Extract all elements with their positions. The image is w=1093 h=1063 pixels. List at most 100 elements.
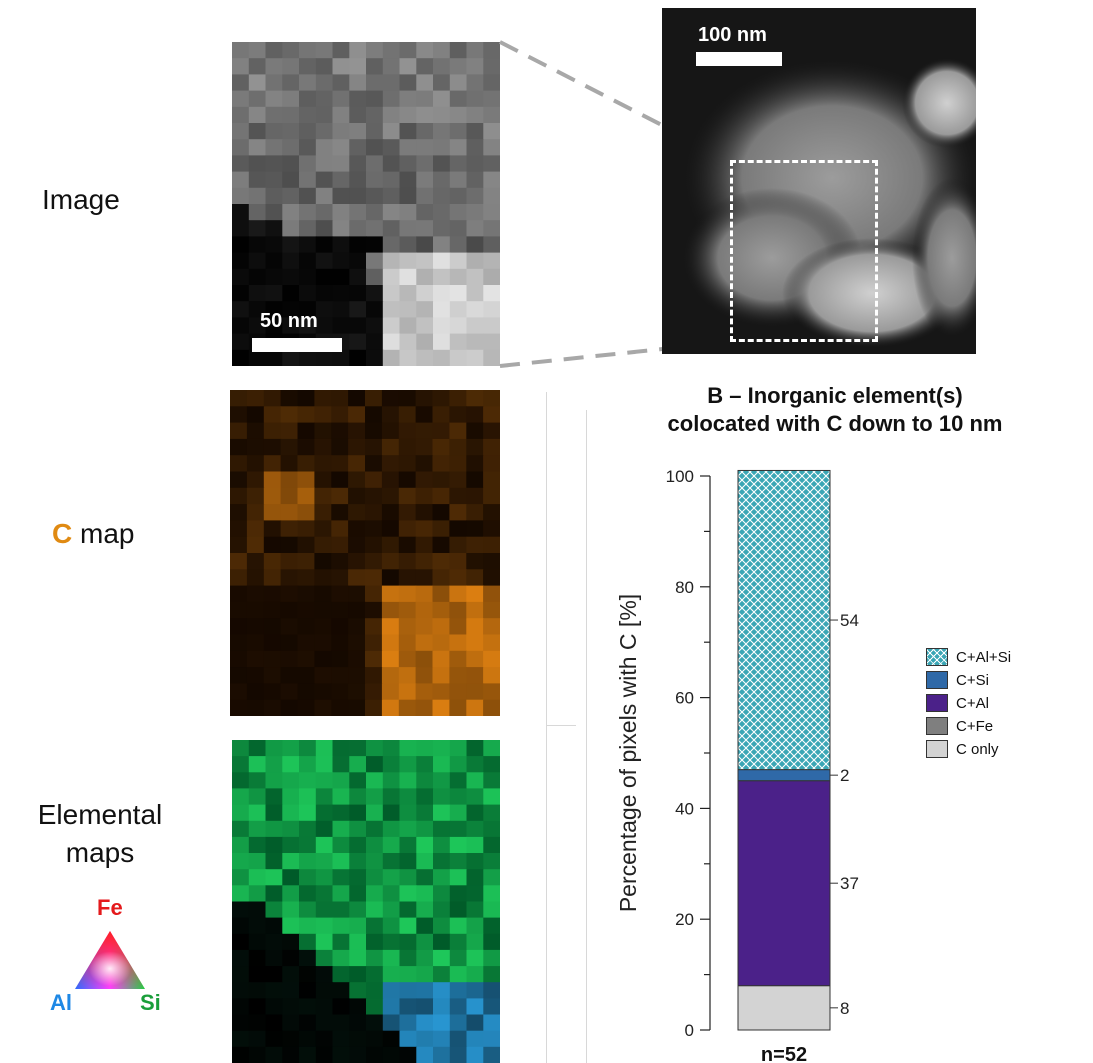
image-pixel — [399, 349, 417, 366]
elemental-map-pixel — [349, 836, 367, 854]
elemental-map-pixel — [315, 772, 334, 790]
image-pixel — [349, 252, 367, 270]
elemental-map-pixel — [449, 836, 468, 854]
c-map-pixel — [230, 699, 248, 716]
c-map-pixel — [230, 504, 248, 521]
c-map-pixel — [365, 634, 383, 652]
image-pixel — [449, 74, 468, 92]
c-map-pixel — [297, 520, 315, 538]
elemental-map-pixel — [483, 933, 500, 951]
image-pixel — [265, 171, 283, 189]
elemental-map-pixel — [315, 853, 334, 870]
image-pixel — [265, 187, 283, 205]
elemental-map-pixel — [349, 804, 367, 822]
c-map-pixel — [415, 683, 434, 701]
c-map-pixel — [381, 471, 400, 489]
elemental-map-pixel — [315, 998, 334, 1016]
elemental-map-pixel — [282, 949, 300, 967]
elemental-map-pixel — [416, 1014, 434, 1032]
elemental-map-pixel — [349, 756, 367, 773]
image-pixel — [399, 155, 417, 173]
image-pixel — [399, 252, 417, 270]
c-map-pixel — [331, 618, 349, 636]
image-pixel — [332, 317, 350, 335]
elemental-map-pixel — [299, 885, 317, 903]
elemental-map-pixel — [349, 917, 367, 935]
image-pixel — [416, 268, 434, 286]
image-pixel — [466, 74, 484, 92]
elemental-map-pixel — [399, 1046, 417, 1063]
c-map-pixel — [432, 601, 450, 619]
elemental-map-pixel — [315, 917, 334, 935]
bar-segment-c-only — [737, 985, 831, 1031]
elemental-map-pixel — [282, 740, 300, 757]
image-pixel — [332, 42, 350, 59]
c-map-pixel — [297, 390, 315, 407]
image-pixel — [315, 123, 334, 140]
image-pixel — [232, 285, 250, 302]
image-pixel — [248, 285, 267, 302]
c-map-pixel — [246, 601, 265, 619]
image-pixel — [466, 123, 484, 140]
elemental-map-pixel — [265, 901, 283, 919]
c-map-pixel — [331, 422, 349, 440]
image-pixel — [483, 236, 500, 254]
image-pixel — [433, 187, 451, 205]
image-pixel — [382, 349, 401, 366]
c-map-pixel — [297, 504, 315, 521]
c-map-pixel — [449, 585, 467, 603]
elemental-map-pixel — [232, 756, 250, 773]
chart-legend: C+Al+Si C+Si C+Al C+Fe C only — [916, 642, 1093, 760]
elemental-map-pixel — [449, 853, 468, 870]
image-pixel — [265, 58, 283, 75]
image-pixel — [299, 220, 317, 237]
c-map-pixel — [483, 553, 500, 570]
c-map-pixel — [432, 455, 450, 473]
elemental-map-pixel — [332, 885, 350, 903]
elemental-map-pixel — [382, 1014, 401, 1032]
image-pixel — [349, 155, 367, 173]
c-map-pixel — [365, 553, 383, 570]
image-pixel — [265, 74, 283, 92]
c-map-pixel — [280, 536, 299, 554]
elemental-map-pixel — [466, 917, 484, 935]
image-pixel — [449, 285, 468, 302]
image-pixel — [299, 285, 317, 302]
c-map-pixel — [263, 699, 282, 716]
elemental-map-pixel — [483, 966, 500, 983]
c-map-pixel — [331, 390, 349, 407]
c-map-pixel — [230, 455, 248, 473]
elemental-map-pixel — [332, 982, 350, 999]
c-map-pixel — [246, 455, 265, 473]
image-pixel — [232, 187, 250, 205]
bar-segment-c-si — [737, 769, 831, 782]
elemental-map-pixel — [466, 998, 484, 1016]
c-map-pixel — [314, 553, 332, 570]
c-map-pixel — [483, 667, 500, 684]
elemental-map-pixel — [416, 949, 434, 967]
c-map-pixel — [449, 634, 467, 652]
image-pixel — [366, 58, 384, 75]
image-pixel — [315, 301, 334, 318]
elemental-map-pixel — [449, 901, 468, 919]
elemental-map-pixel — [399, 836, 417, 854]
elemental-map-pixel — [366, 885, 384, 903]
c-map-pixel — [280, 601, 299, 619]
image-pixel — [332, 349, 350, 366]
c-map-pixel — [466, 634, 484, 652]
image-pixel — [382, 285, 401, 302]
c-map-pixel — [230, 683, 248, 701]
c-map-pixel — [432, 487, 450, 505]
legend-swatch — [926, 694, 948, 712]
c-map-pixel — [449, 406, 467, 424]
image-pixel — [416, 139, 434, 156]
image-pixel — [332, 106, 350, 124]
c-map-pixel — [331, 585, 349, 603]
c-map-pixel — [297, 406, 315, 424]
image-pixel — [433, 268, 451, 286]
image-pixel — [382, 106, 401, 124]
image-pixel — [349, 220, 367, 237]
c-map-pixel — [466, 438, 484, 456]
elemental-map-pixel — [382, 820, 401, 838]
c-map-pixel — [365, 699, 383, 716]
